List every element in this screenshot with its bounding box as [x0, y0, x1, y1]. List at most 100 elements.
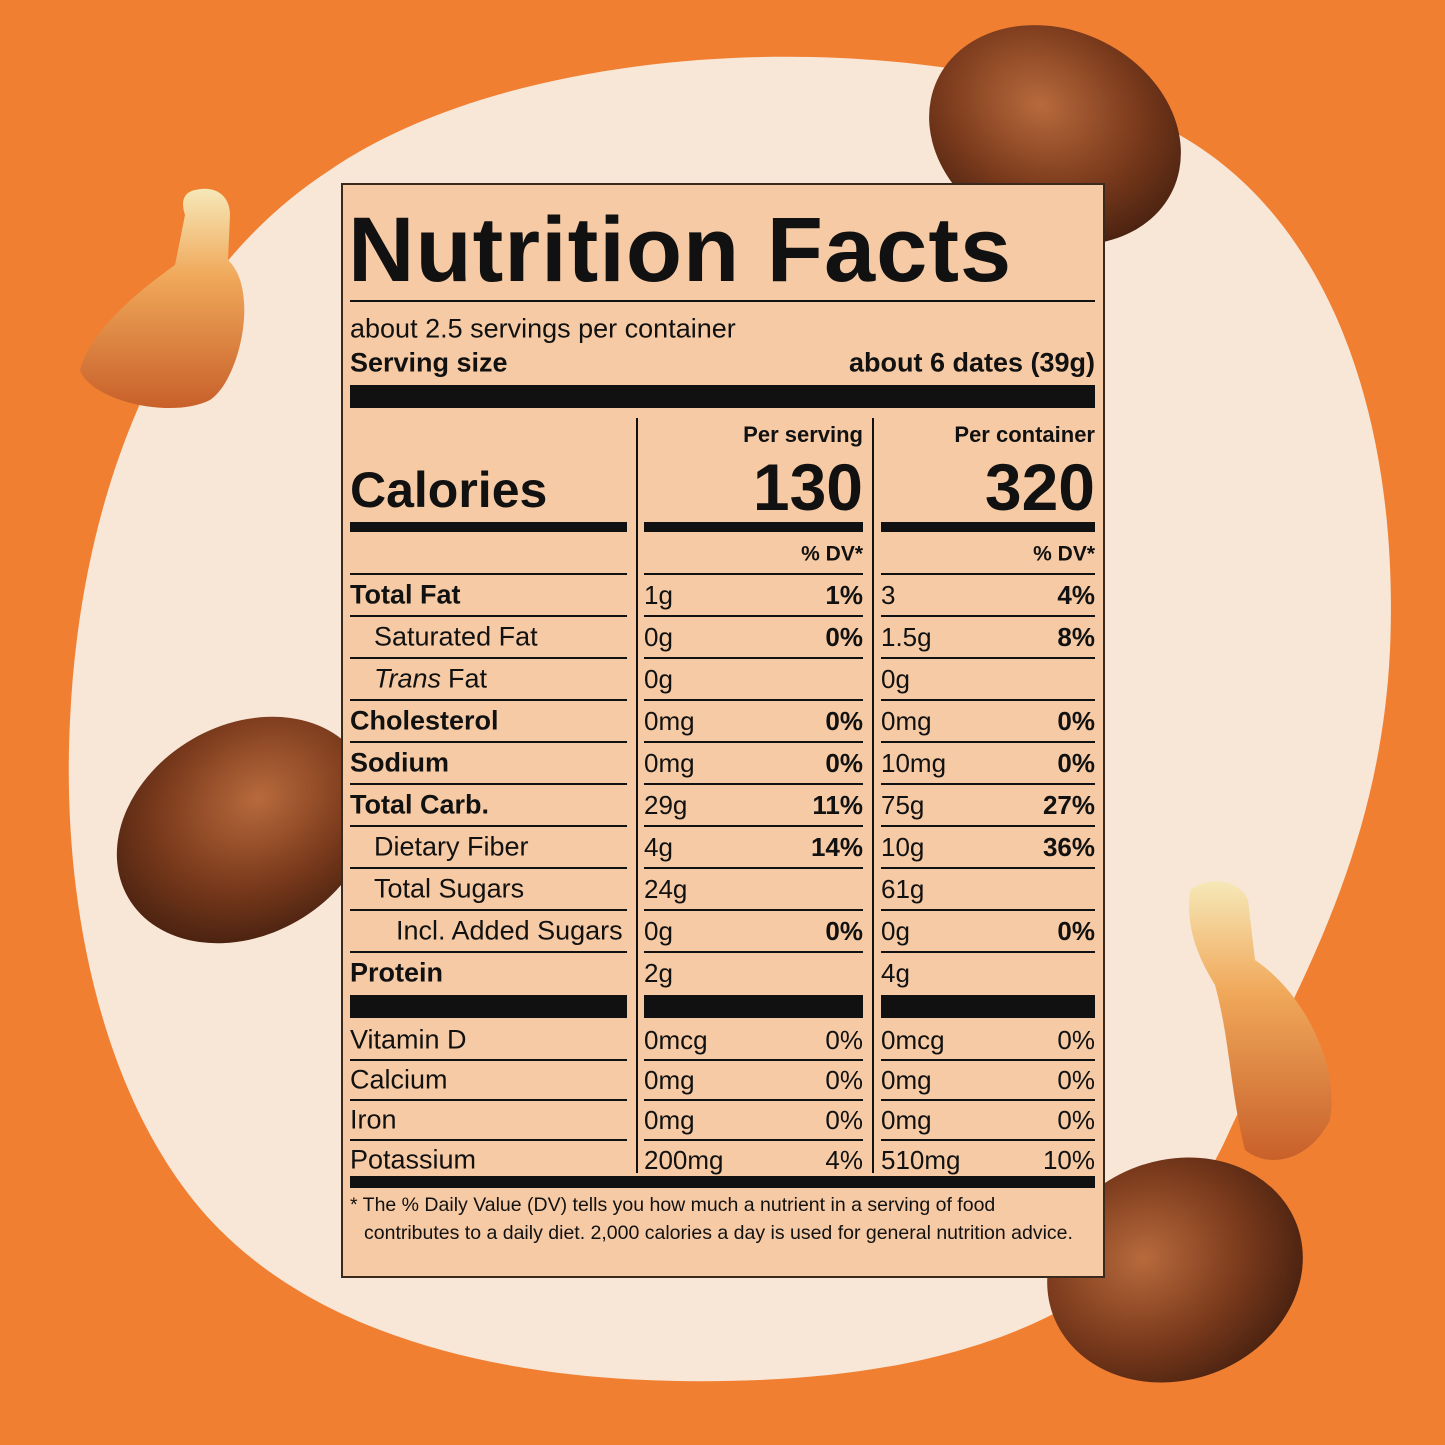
amount: 0mg — [644, 1105, 695, 1135]
rule — [350, 867, 627, 869]
amount: 0mg — [881, 1105, 932, 1135]
nutrient-name: Trans — [374, 663, 442, 694]
rule — [881, 1059, 1095, 1061]
rule — [350, 825, 627, 827]
title: Nutrition Facts — [348, 199, 1013, 301]
column-header: Per container — [954, 422, 1095, 447]
daily-value: 11% — [812, 790, 863, 820]
daily-value: 10% — [1042, 1145, 1095, 1175]
daily-value: 0% — [1057, 706, 1095, 736]
rule — [350, 909, 627, 911]
nutrition-label — [341, 183, 1105, 1278]
nutrient-name: Cholesterol — [350, 705, 499, 736]
rule — [644, 1059, 863, 1061]
amount: 0mg — [644, 706, 695, 736]
amount: 4g — [881, 958, 910, 988]
daily-value: 8% — [1057, 622, 1095, 652]
daily-value: 4% — [825, 1145, 863, 1175]
amount: 200mg — [644, 1145, 724, 1175]
rule — [644, 1139, 863, 1141]
daily-value: 0% — [825, 706, 863, 736]
amount: 24g — [644, 874, 688, 904]
rule — [350, 1099, 627, 1101]
rule — [881, 867, 1095, 869]
divider — [872, 418, 874, 1173]
rule — [350, 741, 627, 743]
amount: 0mcg — [644, 1025, 708, 1055]
amount: 3 — [881, 580, 896, 610]
nutrient-name: Incl. Added Sugars — [396, 915, 623, 946]
rule — [644, 657, 863, 659]
nutrient-name: Dietary Fiber — [374, 831, 529, 862]
daily-value: 27% — [1042, 790, 1095, 820]
rule — [881, 1099, 1095, 1101]
rule — [881, 995, 1095, 1018]
daily-value: 0% — [825, 1065, 863, 1095]
nutrient-name: Total Sugars — [374, 873, 525, 904]
rule — [881, 573, 1095, 575]
daily-value: 0% — [825, 622, 863, 652]
amount: 1.5g — [881, 622, 932, 652]
nutrient-name: Calcium — [350, 1064, 448, 1095]
rule — [881, 1139, 1095, 1141]
rule — [350, 522, 627, 532]
nutrient-name: Potassium — [350, 1144, 477, 1175]
daily-value: 0% — [825, 748, 863, 778]
rule — [350, 1139, 627, 1141]
nutrient-name: Vitamin D — [350, 1024, 467, 1055]
date-fruit — [116, 716, 374, 944]
daily-value: 0% — [825, 1105, 863, 1135]
rule — [350, 300, 1095, 302]
amount: 61g — [881, 874, 925, 904]
rule — [881, 615, 1095, 617]
rule — [644, 522, 863, 532]
rule — [350, 951, 627, 953]
daily-value: 0% — [1057, 916, 1095, 946]
amount: 29g — [644, 790, 688, 820]
daily-value: 4% — [1057, 580, 1095, 610]
amount: 2g — [644, 958, 673, 988]
amount: 0mg — [881, 706, 932, 736]
nutrient-name: Iron — [350, 1104, 397, 1135]
daily-value: 0% — [1057, 1025, 1095, 1055]
rule — [644, 995, 863, 1018]
daily-value: 14% — [810, 832, 863, 862]
rule — [881, 741, 1095, 743]
daily-value: 0% — [1057, 1105, 1095, 1135]
amount: 0mg — [644, 748, 695, 778]
rule — [350, 385, 1095, 408]
nutrient-name: Protein — [350, 957, 444, 988]
calories-label: Calories — [350, 462, 548, 518]
amount: 510mg — [881, 1145, 961, 1175]
rule — [881, 657, 1095, 659]
rule — [350, 615, 627, 617]
rule — [644, 909, 863, 911]
cola-candy — [80, 188, 245, 409]
rule — [350, 995, 627, 1018]
rule — [644, 615, 863, 617]
amount: 0g — [881, 916, 910, 946]
daily-value: 0% — [1057, 1065, 1095, 1095]
daily-value: 0% — [825, 1025, 863, 1055]
serving-size-label: Serving size — [350, 347, 508, 378]
rule — [644, 573, 863, 575]
amount: 0mcg — [881, 1025, 945, 1055]
dv-header: % DV* — [1033, 542, 1095, 566]
rule — [644, 825, 863, 827]
date-fruit — [1047, 1157, 1303, 1383]
amount: 0mg — [881, 1065, 932, 1095]
rule — [881, 951, 1095, 953]
serving-size-value: about 6 dates (39g) — [848, 347, 1095, 378]
nutrient-name: Total Carb. — [350, 789, 490, 820]
amount: 0mg — [644, 1065, 695, 1095]
dv-header: % DV* — [801, 542, 863, 566]
daily-value: 0% — [825, 916, 863, 946]
amount: 10g — [881, 832, 925, 862]
column-header: Per serving — [743, 422, 863, 447]
servings: about 2.5 servings per container — [350, 313, 736, 344]
rule — [644, 741, 863, 743]
cola-candy — [1189, 881, 1332, 1160]
rule — [644, 783, 863, 785]
footnote: * The % Daily Value (DV) tells you how m… — [350, 1194, 1073, 1244]
